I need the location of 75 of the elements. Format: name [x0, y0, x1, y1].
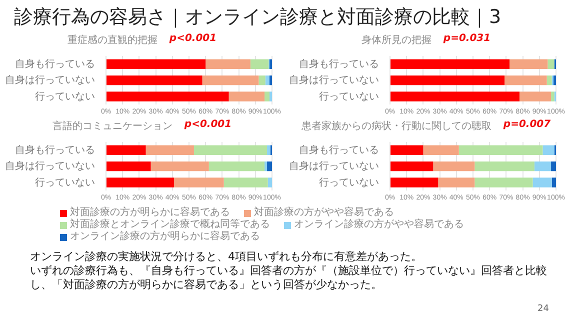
bar: [150, 161, 209, 172]
bar: [551, 92, 554, 102]
bar: [390, 161, 434, 172]
bar: [504, 75, 547, 86]
bar: [433, 161, 475, 172]
bar: [474, 178, 533, 188]
bar: [390, 59, 510, 69]
bar: [390, 92, 520, 102]
legend-label: 対面診療とオンライン診療で概ね同等である: [69, 219, 270, 230]
y-tick-label: 自身も行っている: [299, 58, 379, 70]
bar: [267, 161, 272, 172]
bar: [423, 145, 459, 155]
bar: [542, 145, 554, 155]
chart-title: 言語的コミュニケーション: [52, 121, 172, 132]
bar: [519, 92, 552, 102]
bar: [474, 161, 534, 172]
bar: [264, 92, 270, 102]
y-tick-label: 自身は行っていない: [5, 160, 95, 172]
chart-title: 重症感の直観的把握: [67, 35, 158, 46]
bar: [532, 178, 552, 188]
bar: [390, 145, 424, 155]
y-tick-label: 自身は行っていない: [289, 160, 379, 172]
legend-label: 対面診療の方が明らかに容易である: [69, 207, 230, 218]
bar: [267, 145, 270, 155]
bar: [174, 178, 224, 188]
chart-title: 患者家族からの病状・行動に関しての聴取: [301, 121, 492, 132]
bar: [390, 178, 438, 188]
bar: [202, 75, 259, 86]
bar: [546, 75, 552, 86]
bar: [206, 59, 250, 69]
y-tick-label: 行っていない: [319, 177, 379, 188]
bar: [106, 59, 206, 69]
text: p=0.007: [503, 119, 551, 132]
text: p<0.001: [184, 119, 232, 132]
bar: [390, 75, 505, 86]
y-tick-label: 自身も行っている: [299, 144, 379, 156]
bar: [208, 161, 265, 172]
legend-label: オンライン診療の方が明らかに容易である: [69, 231, 260, 243]
bar: [551, 161, 556, 172]
bar: [194, 145, 268, 155]
bar: [510, 59, 548, 69]
bar: [106, 161, 151, 172]
bar: [268, 178, 272, 188]
bar: [548, 59, 554, 69]
y-tick-label: 行っていない: [35, 177, 95, 188]
y-tick-label: 自身は行っていない: [289, 74, 379, 86]
text: いずれの診療行為も、『自身も行っている』回答者の方が『（施設単位で）行っていない』回答者と比較し、「対面診療の方が明らかに容易である」という回答が少なかった。: [30, 264, 548, 292]
legend-label: オンライン診療の方がやや容易である: [293, 219, 464, 231]
bar: [106, 178, 174, 188]
bar: [458, 145, 543, 155]
bar: [250, 59, 269, 69]
bar: [146, 145, 194, 155]
bar: [534, 161, 552, 172]
text: 24: [538, 304, 549, 314]
bar: [228, 92, 265, 102]
legend-label: 対面診療の方がやや容易である: [253, 207, 394, 218]
text: p<0.001: [169, 33, 217, 46]
chart-title: 身体所見の把握: [361, 35, 432, 46]
bar: [264, 161, 268, 172]
bar: [106, 145, 146, 155]
bar: [106, 92, 229, 102]
y-tick-label: 行っていない: [35, 91, 95, 102]
text: p=0.031: [443, 33, 491, 46]
bar: [552, 178, 556, 188]
y-tick-label: 自身は行っていない: [5, 74, 95, 86]
bar: [224, 178, 268, 188]
y-tick-label: 自身も行っている: [15, 144, 95, 156]
text: オンライン診療の実施状況で分けると、4項目いずれも分布に有意差があった。: [30, 250, 423, 264]
bar: [106, 75, 202, 86]
bar: [258, 75, 266, 86]
text: 診療行為の容易さ｜オンライン診療と対面診療の比較｜3: [14, 5, 502, 30]
y-tick-label: 行っていない: [319, 91, 379, 102]
bar: [438, 178, 475, 188]
bar: [265, 75, 270, 86]
y-tick-label: 自身も行っている: [15, 58, 95, 70]
